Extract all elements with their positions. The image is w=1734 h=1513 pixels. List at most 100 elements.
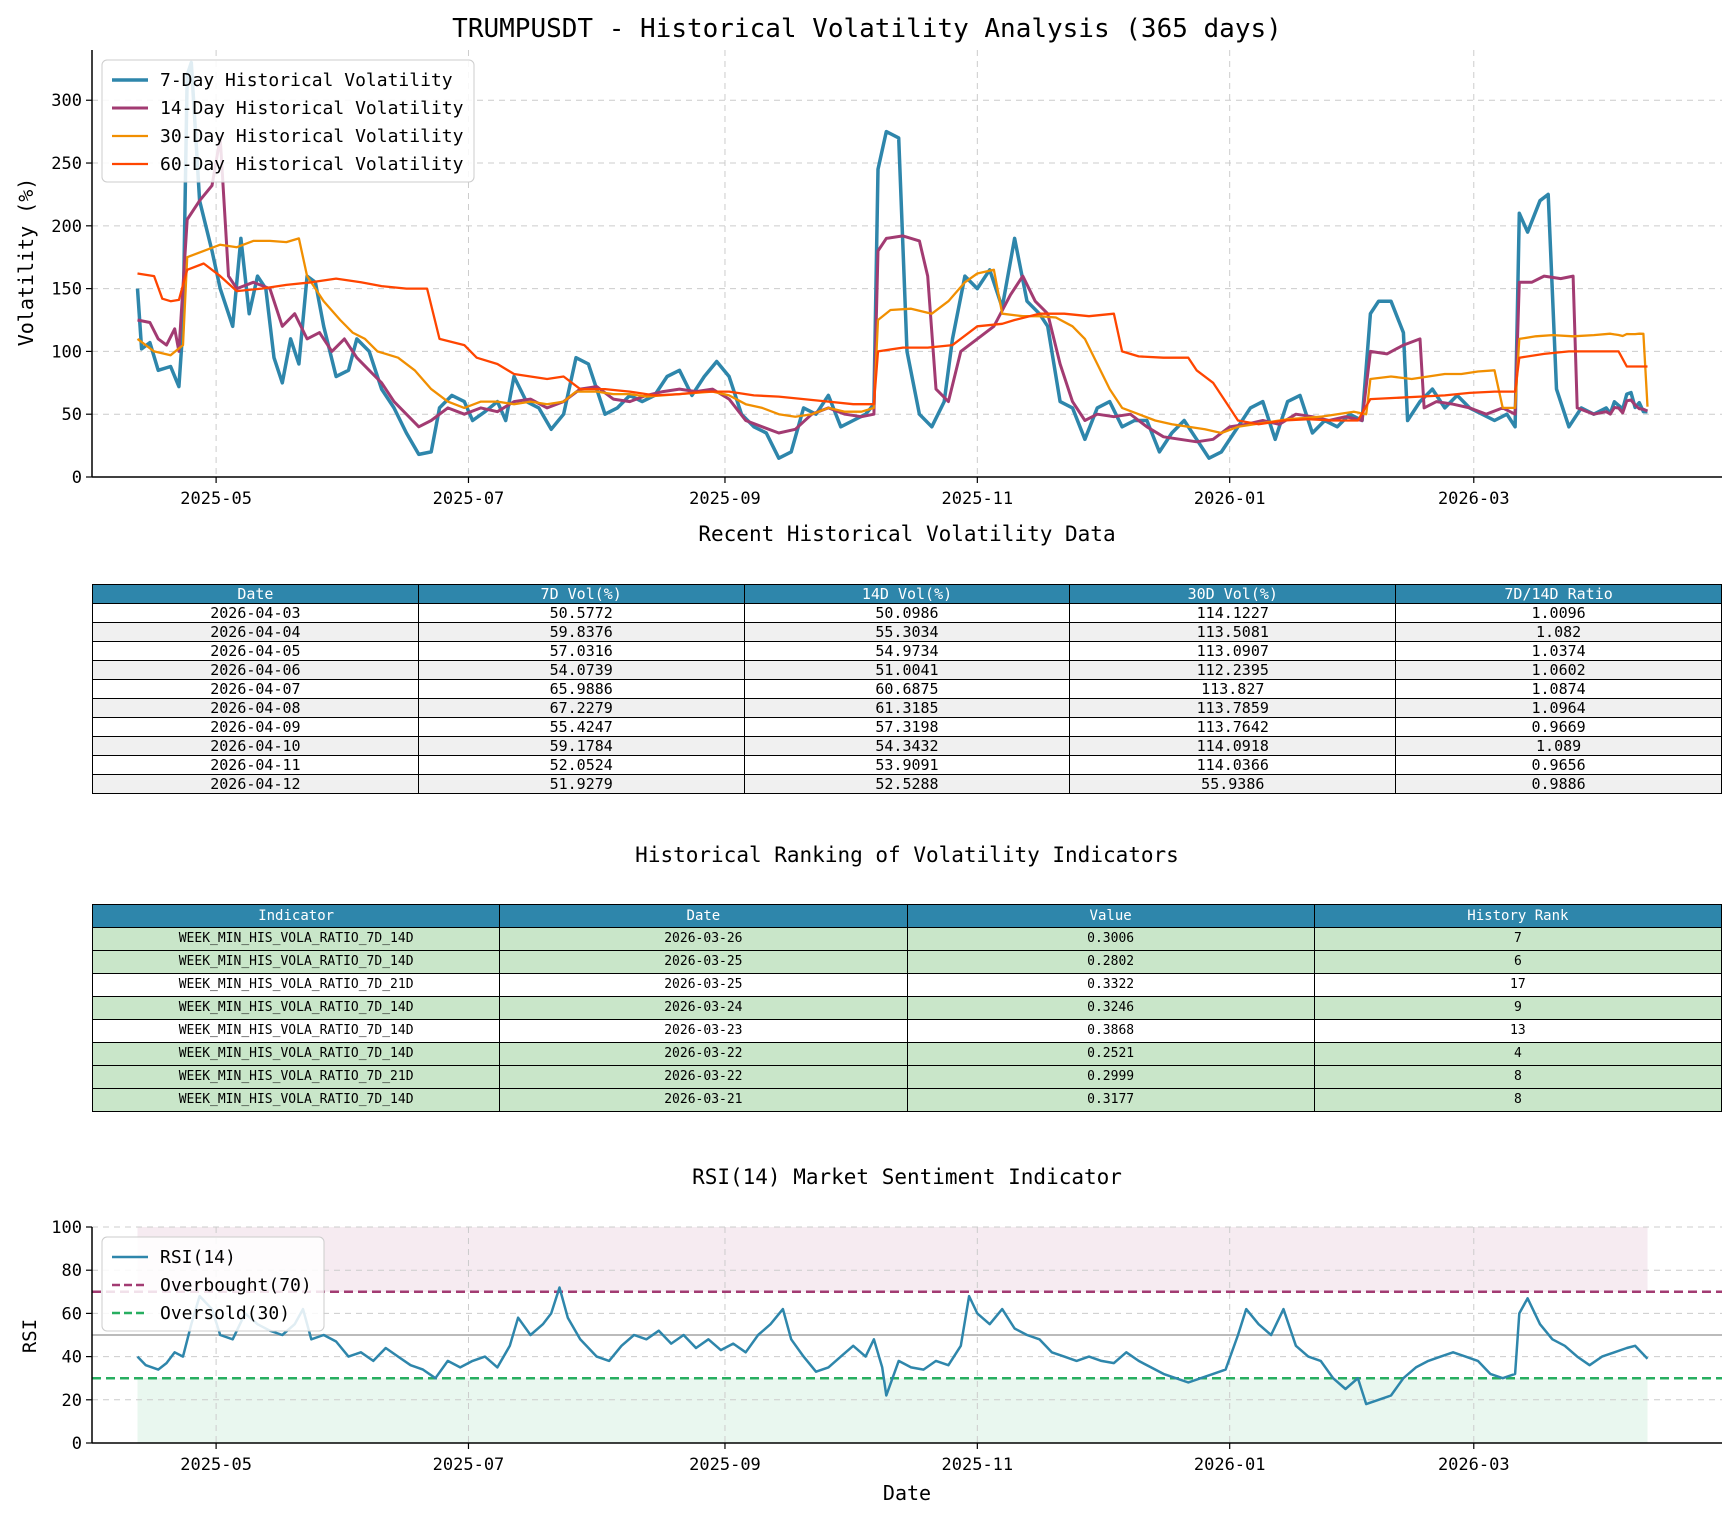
table-row: WEEK_MIN_HIS_VOLA_RATIO_7D_21D 2026-03-25…: [91, 973, 1723, 997]
y-tick-label: 0: [72, 468, 82, 488]
x-tick-label: 2026-01: [1194, 489, 1266, 509]
legend: RSI(14) Overbought(70) Oversold(30): [101, 1236, 325, 1332]
table-cell: 0.3177: [906, 1088, 1315, 1112]
table-row: 2026-04-07 65.9886 60.6875 113.827 1.0874: [92, 679, 1722, 699]
table-cell: 2026-03-25: [499, 950, 908, 974]
x-tick-label: 2026-03: [1438, 1455, 1510, 1475]
column-header: Indicator: [91, 904, 501, 928]
table-cell: 6: [1313, 950, 1723, 974]
table-cell: 0.9656: [1395, 755, 1722, 775]
legend-box: [101, 59, 475, 183]
table-row: 2026-04-04 59.8376 55.3034 113.5081 1.082: [92, 622, 1722, 642]
recent-volatility-table-title: Recent Historical Volatility Data: [698, 522, 1116, 546]
table-header-row: Indicator Date Value History Rank: [91, 904, 1723, 928]
table-cell: 2026-04-09: [92, 717, 419, 737]
table-cell: 2026-03-23: [499, 1019, 908, 1043]
table-cell: 17: [1313, 973, 1723, 997]
table-cell: 1.0602: [1395, 660, 1722, 680]
table-cell: 2026-03-24: [499, 996, 908, 1020]
table-cell: 0.2999: [906, 1065, 1315, 1089]
table-cell: 50.5772: [417, 603, 745, 623]
table-row: WEEK_MIN_HIS_VOLA_RATIO_7D_14D 2026-03-25…: [91, 950, 1723, 974]
table-cell: 60.6875: [743, 679, 1071, 699]
y-tick-label: 150: [51, 280, 82, 300]
series-line-1: [135, 60, 1648, 460]
table-row: WEEK_MIN_HIS_VOLA_RATIO_7D_14D 2026-03-22…: [91, 1042, 1723, 1066]
table-cell: 53.9091: [743, 755, 1071, 775]
table-cell: 0.3006: [906, 927, 1315, 951]
y-tick-label: 80: [62, 1261, 82, 1281]
table-cell: 52.5288: [743, 774, 1071, 794]
x-tick-label: 2026-03: [1438, 489, 1510, 509]
table-cell: 65.9886: [417, 679, 745, 699]
rsi-y-axis-label: RSI: [19, 1319, 41, 1353]
y-tick-label: 60: [62, 1304, 82, 1324]
table-cell: 50.0986: [743, 603, 1071, 623]
column-header: History Rank: [1313, 904, 1723, 928]
column-header: 7D Vol(%): [417, 584, 745, 604]
table-cell: WEEK_MIN_HIS_VOLA_RATIO_7D_21D: [91, 1065, 501, 1089]
table-cell: 2026-04-07: [92, 679, 419, 699]
table-cell: 8: [1313, 1088, 1723, 1112]
x-tick-label: 2026-01: [1194, 1455, 1266, 1475]
y-tick-label: 250: [51, 154, 82, 174]
table-cell: WEEK_MIN_HIS_VOLA_RATIO_7D_14D: [91, 1019, 501, 1043]
table-cell: 57.3198: [743, 717, 1071, 737]
x-tick-label: 2025-11: [942, 1455, 1014, 1475]
table-row: WEEK_MIN_HIS_VOLA_RATIO_7D_21D 2026-03-22…: [91, 1065, 1723, 1089]
series-line-3: [136, 237, 1649, 435]
table-cell: WEEK_MIN_HIS_VOLA_RATIO_7D_14D: [91, 927, 501, 951]
table-cell: 1.0964: [1395, 698, 1722, 718]
table-cell: 0.3868: [906, 1019, 1315, 1043]
column-header: Date: [92, 584, 419, 604]
table-cell: 52.0524: [417, 755, 745, 775]
table-cell: 2026-04-11: [92, 755, 419, 775]
table-cell: 55.4247: [417, 717, 745, 737]
table-cell: 1.089: [1395, 736, 1722, 756]
table-cell: 113.0907: [1069, 641, 1397, 661]
table-row: 2026-04-05 57.0316 54.9734 113.0907 1.0374: [92, 641, 1722, 661]
table-cell: WEEK_MIN_HIS_VOLA_RATIO_7D_14D: [91, 950, 501, 974]
oversold-zone: [137, 1378, 1648, 1443]
x-tick-label: 2025-11: [942, 489, 1014, 509]
x-tick-label: 2025-07: [433, 1455, 505, 1475]
table-cell: 51.0041: [743, 660, 1071, 680]
table-row: WEEK_MIN_HIS_VOLA_RATIO_7D_14D 2026-03-26…: [91, 927, 1723, 951]
table-cell: 113.827: [1069, 679, 1397, 699]
legend-label: 7-Day Historical Volatility: [160, 70, 453, 91]
table-cell: 54.0739: [417, 660, 745, 680]
table-cell: 113.7859: [1069, 698, 1397, 718]
table-cell: 2026-03-21: [499, 1088, 908, 1112]
series-line-2: [137, 136, 1649, 444]
table-cell: 1.082: [1395, 622, 1722, 642]
table-cell: 1.0374: [1395, 641, 1722, 661]
table-cell: 2026-04-05: [92, 641, 419, 661]
table-cell: 67.2279: [417, 698, 745, 718]
table-cell: 2026-03-22: [499, 1042, 908, 1066]
table-cell: 8: [1313, 1065, 1723, 1089]
table-cell: 2026-04-06: [92, 660, 419, 680]
table-cell: 0.2521: [906, 1042, 1315, 1066]
table-cell: WEEK_MIN_HIS_VOLA_RATIO_7D_14D: [91, 1042, 501, 1066]
table-cell: 57.0316: [417, 641, 745, 661]
y-tick-label: 200: [51, 217, 82, 237]
table-row: 2026-04-11 52.0524 53.9091 114.0366 0.9656: [92, 755, 1722, 775]
chart-title: TRUMPUSDT - Historical Volatility Analys…: [452, 14, 1282, 44]
column-header: Date: [499, 904, 908, 928]
table-cell: 0.2802: [906, 950, 1315, 974]
legend-label: Oversold(30): [160, 1303, 290, 1324]
table-cell: 112.2395: [1069, 660, 1397, 680]
table-cell: 1.0096: [1395, 603, 1722, 623]
table-cell: 51.9279: [417, 774, 745, 794]
y-tick-label: 100: [51, 342, 82, 362]
x-tick-label: 2025-09: [689, 489, 761, 509]
table-row: 2026-04-10 59.1784 54.3432 114.0918 1.089: [92, 736, 1722, 756]
table-cell: 2026-04-03: [92, 603, 419, 623]
y-tick-label: 0: [72, 1434, 82, 1454]
series-line-1: [136, 1286, 1649, 1406]
legend-label: RSI(14): [160, 1247, 236, 1268]
table-cell: 2026-04-12: [92, 774, 419, 794]
table-cell: WEEK_MIN_HIS_VOLA_RATIO_7D_14D: [91, 1088, 501, 1112]
table-cell: WEEK_MIN_HIS_VOLA_RATIO_7D_14D: [91, 996, 501, 1020]
